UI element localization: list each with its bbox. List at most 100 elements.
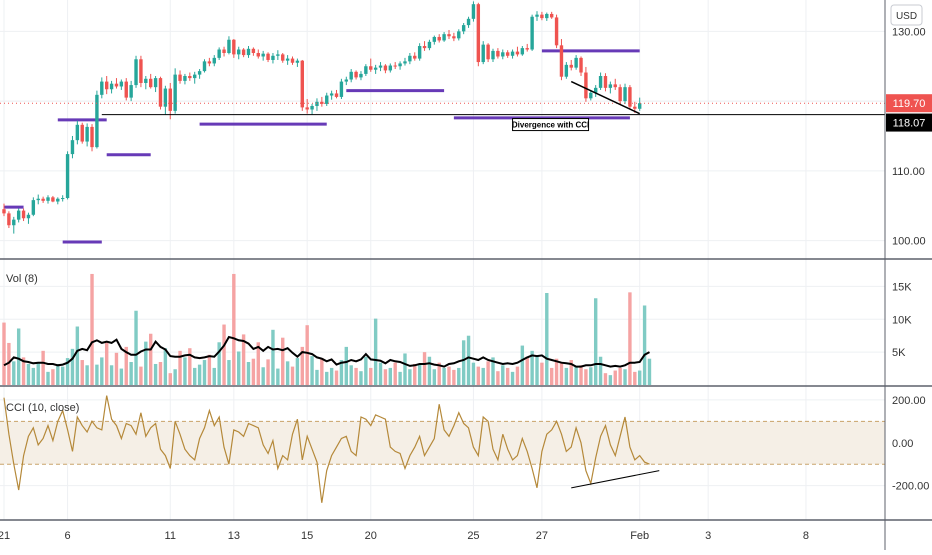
volume-bar	[51, 369, 55, 385]
candle-body	[422, 46, 427, 49]
volume-bar	[354, 367, 358, 385]
candle-body	[2, 209, 6, 214]
volume-bar	[70, 348, 75, 385]
volume-bar	[437, 362, 441, 385]
candle-body	[134, 59, 138, 86]
candle-body	[598, 76, 603, 88]
candle-body	[256, 52, 260, 57]
volume-bar	[16, 328, 21, 385]
candle-body	[193, 74, 197, 79]
candle-body	[408, 55, 412, 62]
volume-bar	[2, 322, 6, 385]
candle-body	[41, 198, 45, 201]
volume-bar	[373, 318, 378, 385]
volume-bar	[608, 375, 613, 385]
volume-bar	[305, 325, 309, 385]
volume-bar	[452, 369, 456, 385]
volume-bar	[505, 367, 510, 385]
volume-bar	[579, 365, 583, 385]
candle-body	[593, 87, 598, 93]
cci-tick-label: -200.00	[892, 481, 929, 493]
candle-body	[334, 93, 339, 97]
candle-body	[290, 58, 295, 63]
candle-body	[545, 13, 549, 19]
candle-body	[628, 87, 632, 107]
volume-bar	[85, 365, 89, 385]
candle-body	[466, 18, 471, 26]
volume-bar	[129, 362, 133, 385]
volume-bar	[295, 358, 300, 385]
volume-bar	[276, 368, 280, 385]
candle-body	[80, 124, 84, 142]
candle-body	[139, 59, 143, 83]
candle-body	[36, 198, 40, 201]
volume-bar	[251, 358, 256, 385]
currency-button[interactable]: USD	[890, 4, 923, 26]
candle-body	[525, 48, 529, 50]
candle-body	[447, 34, 451, 37]
volume-bar	[466, 335, 471, 385]
volume-bar	[124, 346, 128, 385]
x-tick-label: 15	[301, 530, 313, 542]
candle-body	[398, 63, 402, 67]
candle-body	[559, 45, 564, 77]
volume-bar	[647, 358, 652, 385]
candle-body	[56, 198, 60, 202]
volume-bar	[486, 361, 490, 385]
volume-bar	[75, 326, 80, 385]
currency-label: USD	[896, 11, 917, 22]
candle-body	[325, 95, 329, 104]
volume-bar	[114, 352, 119, 385]
candle-body	[12, 219, 16, 226]
annotation-box[interactable]: Divergence with CCI	[512, 118, 589, 132]
candle-body	[501, 52, 505, 57]
candle-body	[90, 126, 94, 148]
volume-bar	[290, 366, 295, 385]
volume-bar	[334, 370, 339, 385]
x-tick-label: 6	[65, 530, 71, 542]
volume-bar	[202, 360, 207, 385]
volume-bar	[241, 334, 246, 385]
volume-bar	[540, 362, 544, 385]
volume-bar	[408, 369, 412, 385]
volume-bar	[315, 369, 319, 385]
volume-bar	[525, 356, 529, 385]
volume-bar	[549, 367, 554, 385]
x-tick-label: Feb	[630, 530, 649, 542]
cci-pane-title[interactable]: CCI (10, close)	[6, 402, 79, 414]
volume-bar	[545, 293, 549, 385]
x-tick-label: 21	[0, 530, 10, 542]
x-axis-ticks[interactable]: 21 6 11 13 15 20 25 27 Feb 3 8	[0, 530, 809, 542]
volume-bar	[12, 361, 16, 385]
candle-body	[520, 48, 525, 55]
candle-body	[569, 64, 573, 68]
volume-bar	[369, 367, 373, 385]
volume-bar	[56, 363, 60, 385]
volume-bar	[564, 367, 569, 385]
candle-body	[481, 44, 485, 63]
candle-body	[16, 210, 21, 220]
volume-bar	[559, 362, 564, 385]
candle-body	[540, 14, 544, 19]
candle-body	[46, 197, 50, 201]
volume-bar	[271, 329, 275, 385]
candle-body	[496, 50, 500, 57]
volume-bar	[633, 371, 637, 385]
volume-bar	[574, 366, 578, 385]
candle-body	[60, 198, 65, 200]
candle-body	[515, 51, 520, 55]
volume-bar	[7, 342, 11, 385]
candle-body	[457, 31, 461, 39]
candle-body	[217, 49, 221, 58]
level-lines	[4, 49, 640, 244]
candle-body	[452, 36, 456, 39]
volume-bar	[36, 362, 40, 385]
volume-pane-title[interactable]: Vol (8)	[6, 273, 38, 285]
candle-body	[241, 49, 246, 56]
last-price-badge: 119.70	[886, 94, 932, 113]
volume-bar	[589, 367, 593, 385]
candle-body	[427, 41, 432, 49]
candle-body	[285, 58, 290, 61]
candle-body	[7, 213, 11, 226]
volume-bar	[432, 369, 437, 385]
